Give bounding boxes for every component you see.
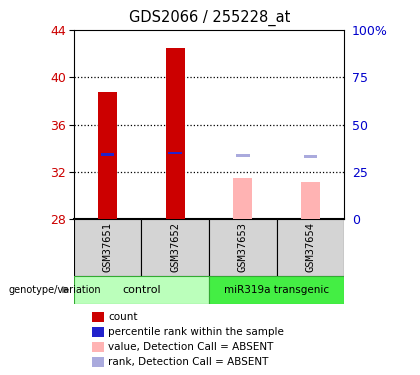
Text: percentile rank within the sample: percentile rank within the sample <box>108 327 284 337</box>
Bar <box>141 219 209 276</box>
Bar <box>236 154 249 157</box>
Text: GSM37651: GSM37651 <box>102 222 113 273</box>
Bar <box>209 219 277 276</box>
Bar <box>209 276 344 304</box>
Bar <box>165 48 184 219</box>
Bar <box>168 152 182 154</box>
Text: control: control <box>122 285 160 295</box>
Text: genotype/variation: genotype/variation <box>8 285 101 295</box>
Bar <box>234 178 252 219</box>
Text: GDS2066 / 255228_at: GDS2066 / 255228_at <box>129 9 291 26</box>
Bar <box>98 92 117 219</box>
Text: value, Detection Call = ABSENT: value, Detection Call = ABSENT <box>108 342 274 352</box>
Bar <box>277 219 344 276</box>
Bar <box>301 182 320 219</box>
Text: count: count <box>108 312 138 322</box>
Text: GSM37652: GSM37652 <box>170 222 180 273</box>
Bar <box>304 155 318 158</box>
Text: GSM37654: GSM37654 <box>305 222 315 273</box>
Text: rank, Detection Call = ABSENT: rank, Detection Call = ABSENT <box>108 357 269 367</box>
Bar <box>74 219 141 276</box>
Bar <box>74 276 209 304</box>
Text: GSM37653: GSM37653 <box>238 222 248 273</box>
Bar <box>101 153 114 156</box>
Text: miR319a transgenic: miR319a transgenic <box>224 285 329 295</box>
